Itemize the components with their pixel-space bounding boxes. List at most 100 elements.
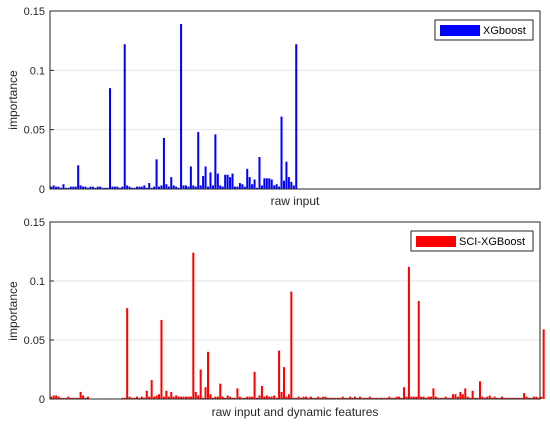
- top-importance-bar: [162, 137, 165, 189]
- bottom-importance-bar: [314, 397, 317, 399]
- top-importance-bar: [236, 186, 239, 189]
- bottom-importance-bar: [425, 397, 428, 399]
- top-importance-bar: [285, 161, 288, 189]
- bottom-importance-bar: [461, 394, 464, 399]
- top-importance-bar: [258, 156, 261, 189]
- bottom-importance-bar: [211, 397, 214, 399]
- bottom-importance-bar: [488, 395, 491, 399]
- bottom-importance-bar: [238, 396, 241, 399]
- bottom-importance-bar: [123, 397, 126, 399]
- top-importance-bar: [287, 177, 290, 189]
- bottom-importance-bar: [361, 397, 364, 399]
- top-importance-bar: [52, 185, 55, 189]
- top-importance-bar: [204, 166, 207, 189]
- top-y-tick-label: 0.15: [24, 6, 45, 18]
- bottom-importance-bar: [334, 397, 337, 399]
- bottom-importance-bar: [138, 397, 141, 399]
- bottom-importance-bar: [263, 396, 266, 399]
- top-importance-bar: [282, 180, 285, 189]
- bottom-y-tick-label: 0.05: [24, 335, 45, 347]
- bottom-importance-bar: [491, 397, 494, 399]
- bottom-importance-bar: [452, 394, 455, 399]
- bottom-importance-bar: [339, 397, 342, 399]
- top-importance-bar: [224, 174, 227, 189]
- bottom-importance-bar: [153, 396, 156, 399]
- top-importance-bar: [268, 178, 271, 189]
- bottom-importance-bar: [344, 397, 347, 399]
- bottom-y-axis-label: importance: [6, 281, 20, 341]
- bottom-importance-bar: [216, 396, 219, 399]
- bottom-importance-bar: [363, 397, 366, 399]
- bottom-importance-bar: [390, 397, 393, 399]
- bottom-importance-bar: [273, 395, 276, 399]
- bottom-axes-frame: [49, 221, 541, 400]
- bottom-importance-bar: [243, 397, 246, 399]
- bottom-importance-bar: [86, 396, 89, 399]
- top-importance-bar: [131, 187, 134, 189]
- bottom-importance-bar: [427, 396, 430, 399]
- bottom-importance-bar: [405, 396, 408, 399]
- top-importance-bar: [150, 187, 153, 189]
- bottom-importance-bar: [376, 397, 379, 399]
- bottom-importance-bar: [417, 301, 420, 399]
- bottom-importance-bar: [429, 396, 432, 399]
- bottom-importance-bar: [503, 397, 506, 399]
- bottom-importance-bar: [331, 397, 334, 399]
- bottom-importance-bar: [532, 396, 535, 399]
- bottom-importance-bar: [236, 388, 239, 399]
- bottom-importance-bar: [354, 396, 357, 399]
- bottom-importance-bar: [393, 397, 396, 399]
- bottom-importance-bar: [287, 394, 290, 399]
- top-importance-bar: [121, 186, 124, 189]
- top-chart-panel: 0 0.05 0.1 0.15 importance raw input XGboos…: [6, 6, 541, 208]
- bottom-importance-bar: [184, 396, 187, 399]
- top-y-tick-label: 0: [39, 184, 45, 196]
- bottom-importance-bar: [466, 396, 469, 399]
- bottom-importance-bar: [464, 388, 467, 399]
- bottom-importance-bar: [498, 397, 501, 399]
- bottom-importance-bar: [162, 396, 165, 399]
- top-importance-bar: [177, 187, 180, 189]
- bottom-importance-bar: [530, 397, 533, 399]
- top-importance-bar: [275, 184, 278, 189]
- bottom-importance-bar: [486, 396, 489, 399]
- bottom-importance-bar: [476, 397, 479, 399]
- top-y-tick-labels: 0 0.05 0.1 0.15: [24, 6, 45, 196]
- bottom-importance-bar: [520, 397, 523, 399]
- bottom-importance-bar: [312, 397, 315, 399]
- top-importance-bar: [251, 184, 254, 189]
- bottom-legend: SCI-XGBoost: [410, 230, 534, 252]
- bottom-importance-bar: [84, 397, 87, 399]
- bottom-importance-bar: [432, 388, 435, 399]
- top-importance-bar: [248, 177, 251, 189]
- bottom-importance-bar: [74, 397, 77, 399]
- bottom-importance-bar: [248, 396, 251, 399]
- bottom-y-tick-label: 0.15: [24, 217, 45, 229]
- top-importance-bar: [256, 187, 259, 189]
- bottom-importance-bar: [501, 396, 504, 399]
- bottom-importance-bar: [64, 397, 67, 399]
- top-importance-bar: [64, 187, 67, 189]
- bottom-importance-bar: [307, 397, 310, 399]
- top-importance-bar: [72, 186, 75, 189]
- bottom-importance-bar: [398, 396, 401, 399]
- top-importance-bar: [118, 187, 121, 189]
- bottom-importance-bar: [265, 395, 268, 399]
- bottom-importance-bar: [214, 396, 217, 399]
- bottom-legend-label: SCI-XGBoost: [459, 236, 525, 248]
- bottom-importance-bar: [233, 397, 236, 399]
- bottom-importance-bar: [292, 397, 295, 399]
- bottom-chart-panel: 0 0.05 0.1 0.15 importance raw input and dy…: [6, 217, 545, 419]
- bottom-importance-bar: [62, 397, 65, 399]
- top-importance-bar: [135, 186, 138, 189]
- bottom-importance-bar: [50, 396, 53, 399]
- bottom-importance-bar: [143, 397, 146, 399]
- bottom-importance-bar: [270, 396, 273, 399]
- top-importance-bar: [280, 116, 283, 189]
- bottom-importance-bar: [165, 390, 168, 399]
- bottom-importance-bar: [241, 397, 244, 399]
- bottom-x-axis-label: raw input and dynamic features: [212, 405, 379, 419]
- bottom-importance-bar: [447, 397, 450, 399]
- top-importance-bar: [184, 185, 187, 189]
- bottom-importance-bar: [540, 396, 543, 399]
